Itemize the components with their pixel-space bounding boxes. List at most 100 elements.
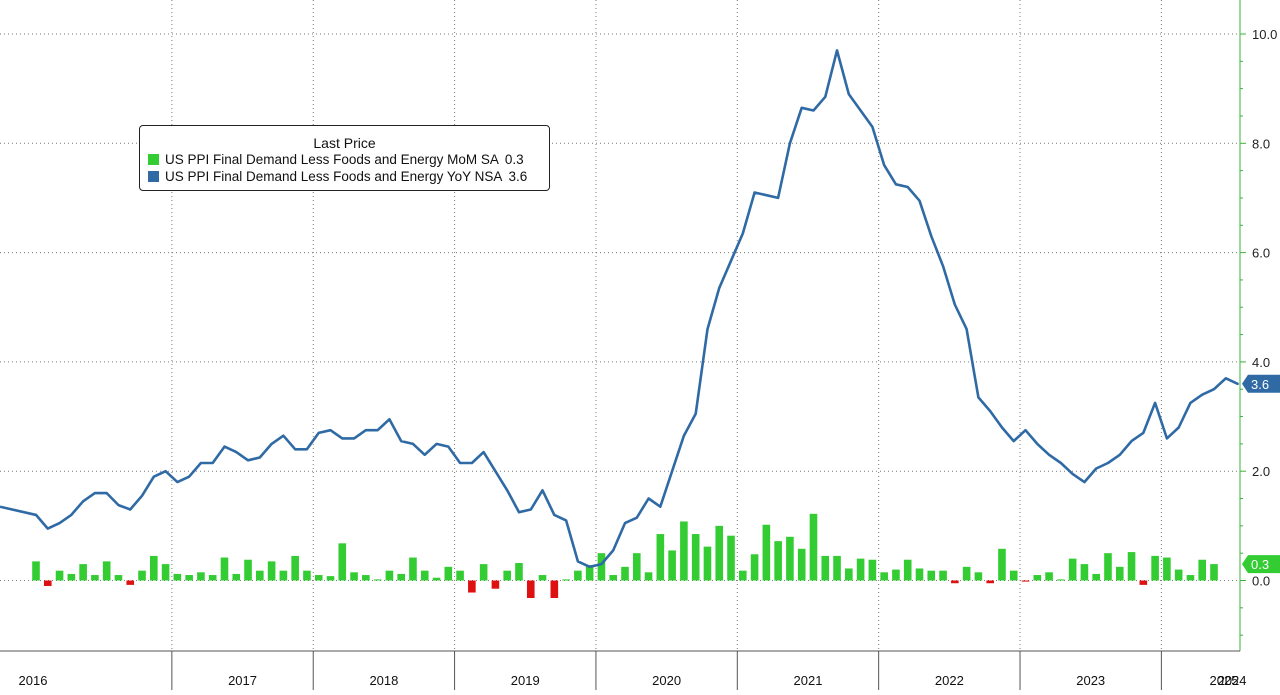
bar-mom	[786, 536, 794, 581]
x-tick-label: 2025	[1210, 673, 1239, 688]
bar-mom	[1045, 572, 1053, 581]
legend-value-mom: 0.3	[504, 152, 524, 167]
x-tick-label: 2022	[935, 673, 964, 688]
bar-mom	[161, 564, 170, 581]
bar-mom	[1210, 564, 1218, 581]
x-tick-label: 2018	[369, 673, 398, 688]
bar-mom	[291, 555, 299, 581]
bar-mom	[1163, 557, 1171, 581]
bar-mom	[797, 548, 806, 581]
x-tick-label: 2020	[652, 673, 681, 688]
legend-entry-yoy: US PPI Final Demand Less Foods and Energ…	[148, 168, 549, 185]
bar-mom	[314, 575, 323, 581]
bar-mom	[762, 524, 771, 581]
last-value-tag-yoy-label: 3.6	[1251, 377, 1269, 392]
bar-mom	[609, 575, 618, 581]
bar-mom	[220, 557, 229, 581]
legend-swatch-blue	[148, 171, 159, 182]
legend-title: Last Price	[313, 135, 376, 151]
bar-mom	[833, 555, 841, 581]
bar-mom	[1033, 575, 1042, 581]
legend-label-mom: US PPI Final Demand Less Foods and Energ…	[165, 152, 499, 167]
bar-mom	[1151, 555, 1159, 581]
bar-mom	[397, 573, 405, 581]
bar-mom	[962, 566, 971, 581]
x-tick-label: 2023	[1076, 673, 1105, 688]
series-line-yoy	[34, 49, 1239, 569]
bar-mom	[420, 570, 429, 581]
y-tick-label: 10.0	[1252, 27, 1277, 42]
bar-mom	[809, 513, 818, 581]
bar-mom	[892, 569, 900, 581]
bar-mom	[244, 559, 252, 581]
x-tick-label: 2024	[1218, 673, 1247, 688]
x-tick-label: 2016	[19, 673, 48, 688]
y-tick-label: 2.0	[1252, 464, 1270, 479]
bar-mom	[362, 575, 370, 581]
bar-mom	[267, 561, 276, 581]
bar-mom	[1080, 564, 1089, 581]
bar-mom	[385, 570, 394, 581]
bar-mom	[256, 570, 264, 581]
bar-mom	[821, 555, 830, 581]
legend-value-yoy: 3.6	[508, 169, 528, 184]
bar-mom	[444, 566, 453, 581]
bar-mom	[79, 564, 87, 581]
bar-mom	[1198, 559, 1207, 581]
bar-mom	[1115, 566, 1124, 581]
y-tick-label: 6.0	[1252, 246, 1270, 261]
bar-mom	[150, 555, 158, 581]
bar-mom	[338, 543, 347, 581]
bar-mom	[232, 573, 241, 581]
bar-mom	[432, 577, 441, 581]
bar-mom	[197, 572, 205, 581]
series-line-yoy-edge	[0, 505, 37, 517]
bar-mom	[868, 559, 877, 581]
bar-mom	[1068, 558, 1077, 581]
x-tick-label: 2021	[794, 673, 823, 688]
bar-mom	[1186, 575, 1195, 581]
bar-mom	[632, 553, 641, 581]
bar-mom	[703, 546, 712, 581]
bar-mom	[880, 572, 888, 581]
last-value-tag-mom-label: 0.3	[1251, 557, 1269, 572]
x-tick-label: 2019	[511, 673, 540, 688]
bar-mom	[951, 580, 959, 584]
bar-mom	[173, 573, 182, 581]
bar-mom	[67, 573, 76, 581]
bar-mom	[715, 525, 724, 581]
bar-mom	[644, 572, 653, 581]
bar-mom	[491, 580, 500, 589]
bar-mom	[326, 576, 335, 581]
bar-mom	[91, 575, 99, 581]
bar-mom	[185, 575, 193, 581]
bar-mom	[680, 521, 688, 581]
bar-mom	[279, 570, 288, 581]
bar-mom	[503, 570, 511, 581]
bar-mom	[574, 570, 582, 581]
legend-entry-mom: US PPI Final Demand Less Foods and Energ…	[148, 151, 549, 168]
last-value-tag-yoy-bg	[1242, 374, 1280, 393]
bar-mom	[739, 570, 747, 581]
bar-mom	[668, 550, 676, 581]
bar-mom	[526, 580, 535, 598]
bar-mom	[409, 557, 417, 581]
bar-mom	[562, 579, 570, 581]
legend: Last Price US PPI Final Demand Less Food…	[139, 125, 550, 191]
bar-mom	[114, 575, 123, 581]
bar-mom	[1139, 580, 1148, 585]
bar-mom	[939, 570, 947, 581]
bar-mom	[479, 564, 488, 581]
y-tick-label: 0.0	[1252, 574, 1270, 589]
bar-mom	[986, 580, 994, 584]
bar-mom	[55, 570, 64, 581]
bar-mom	[550, 580, 559, 598]
bar-mom	[656, 534, 665, 581]
bar-mom	[903, 559, 912, 581]
bar-mom	[468, 580, 476, 593]
bar-mom	[621, 566, 629, 581]
x-tick-label: 2017	[228, 673, 257, 688]
bar-mom	[126, 580, 135, 585]
